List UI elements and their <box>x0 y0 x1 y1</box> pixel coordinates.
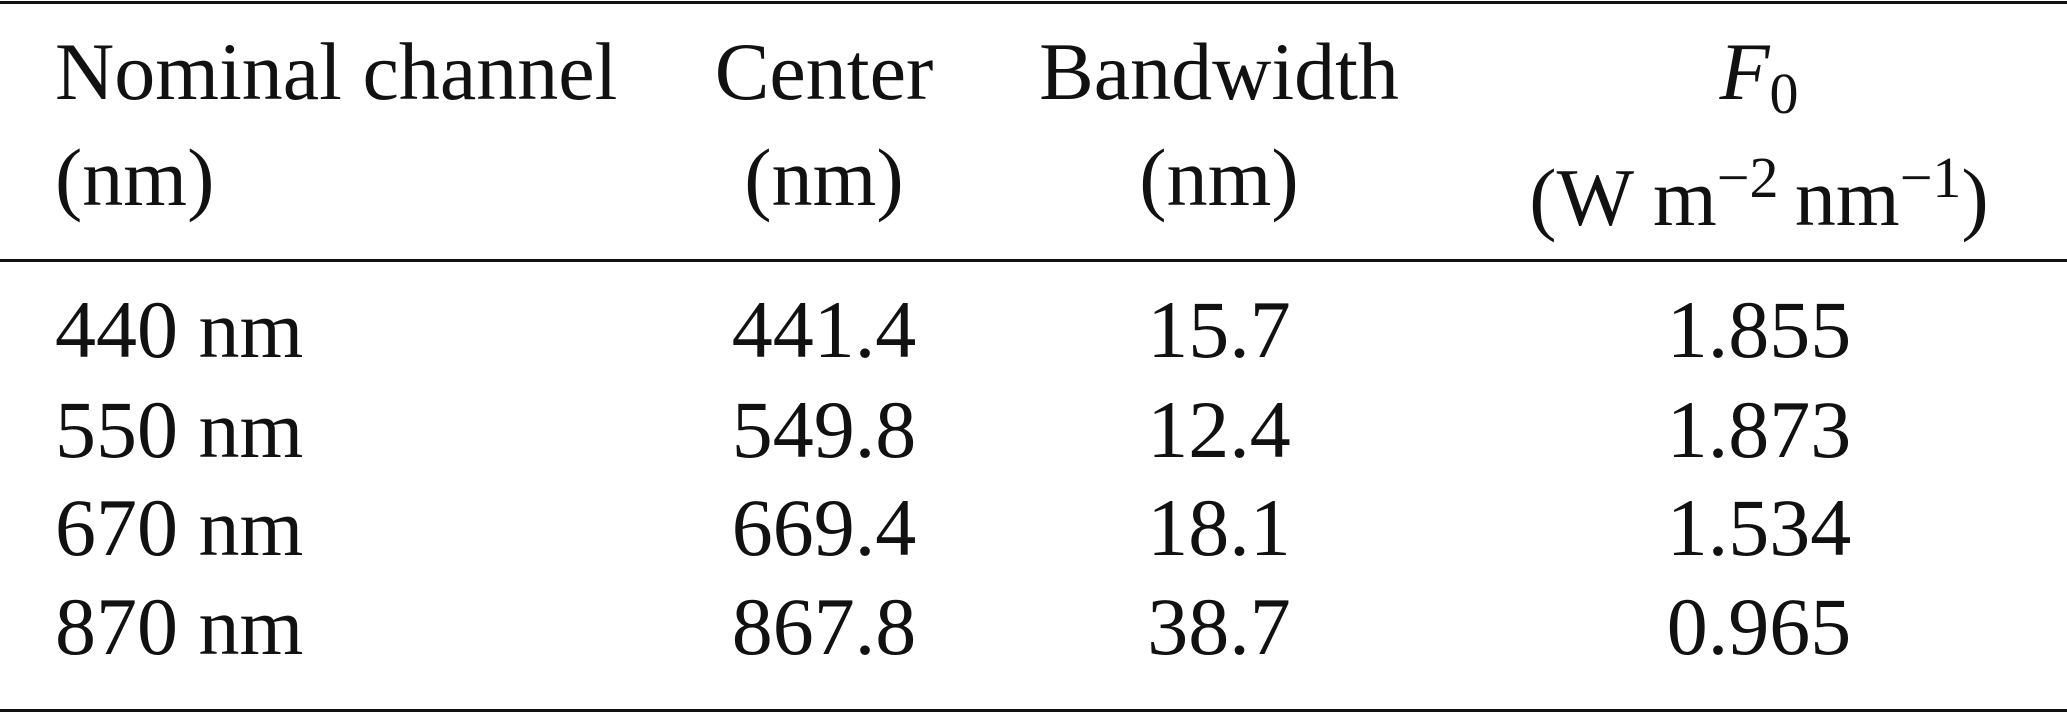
header-text: (nm) <box>55 132 215 223</box>
cell-value: 1.534 <box>1666 482 1852 573</box>
row-label: 550 nm <box>55 384 304 475</box>
header-unit: (W m−2 nm−1) <box>1529 128 1988 243</box>
cell-value: 1.855 <box>1666 284 1852 375</box>
header-text: Nominal channel <box>55 26 618 117</box>
cell-value: 549.8 <box>731 384 917 475</box>
cell-value: 441.4 <box>731 284 917 375</box>
cell-value: 867.8 <box>731 581 917 672</box>
symbol: F <box>1719 26 1770 117</box>
header-text: Bandwidth <box>1039 26 1399 117</box>
row-label: 670 nm <box>55 482 304 573</box>
unit-part: nm <box>1794 152 1900 243</box>
row-label: 440 nm <box>55 284 304 375</box>
mid-rule <box>0 259 2067 262</box>
cell-value: 15.7 <box>1147 284 1291 375</box>
row-label: 870 nm <box>55 581 304 672</box>
cell-value: 38.7 <box>1147 581 1291 672</box>
unit-part: ) <box>1961 152 1989 243</box>
cell-value: 1.873 <box>1666 384 1852 475</box>
header-symbol: F0 <box>1719 22 1798 126</box>
cell-value: 0.965 <box>1666 581 1852 672</box>
bottom-rule <box>0 709 2067 712</box>
cell-value: 669.4 <box>731 482 917 573</box>
cell-value: 18.1 <box>1147 482 1291 573</box>
top-rule <box>0 1 2067 4</box>
unit-part: (W m <box>1529 152 1717 243</box>
unit-sup: −2 <box>1716 145 1779 210</box>
header-text: (nm) <box>1139 132 1299 223</box>
header-text: Center <box>714 26 934 117</box>
header-text: (nm) <box>744 132 904 223</box>
unit-sup: −1 <box>1899 145 1962 210</box>
symbol-subscript: 0 <box>1769 61 1799 126</box>
cell-value: 12.4 <box>1147 384 1291 475</box>
